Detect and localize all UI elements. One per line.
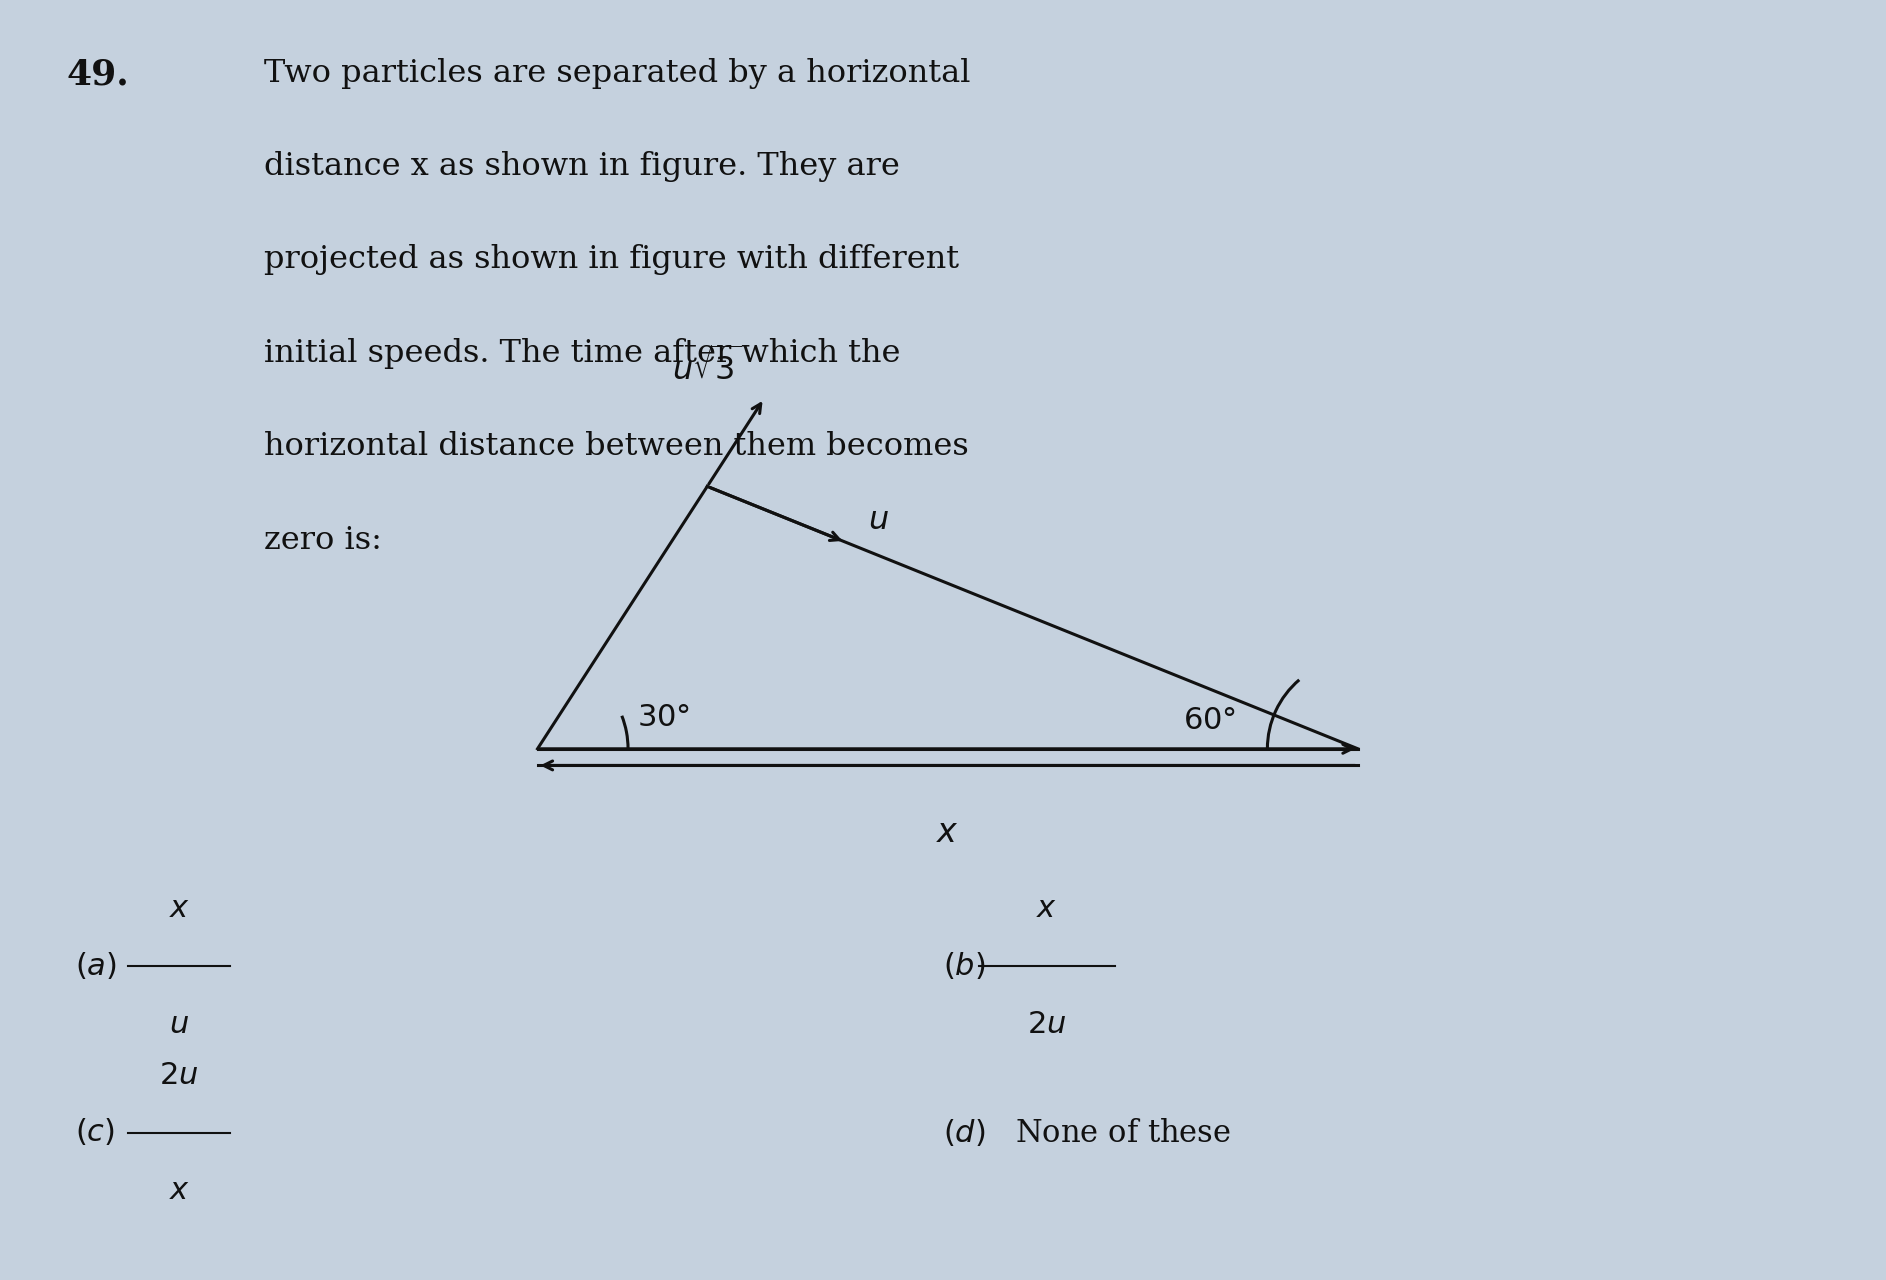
Text: $u\sqrt{3}$: $u\sqrt{3}$	[671, 348, 741, 388]
Text: zero is:: zero is:	[264, 525, 383, 556]
Text: initial speeds. The time after which the: initial speeds. The time after which the	[264, 338, 900, 369]
Text: $60°$: $60°$	[1183, 705, 1235, 736]
Text: $x$: $x$	[168, 893, 190, 924]
Text: $2u$: $2u$	[1028, 1009, 1066, 1039]
Text: projected as shown in figure with different: projected as shown in figure with differ…	[264, 244, 960, 275]
Text: $2u$: $2u$	[160, 1060, 198, 1091]
Text: horizontal distance between them becomes: horizontal distance between them becomes	[264, 431, 969, 462]
Text: Two particles are separated by a horizontal: Two particles are separated by a horizon…	[264, 58, 971, 88]
Text: $(d)$   None of these: $(d)$ None of these	[943, 1116, 1232, 1149]
Text: $x$: $x$	[1035, 893, 1058, 924]
Text: $u$: $u$	[868, 504, 888, 535]
Text: distance x as shown in figure. They are: distance x as shown in figure. They are	[264, 151, 900, 182]
Text: $x$: $x$	[935, 817, 960, 849]
Text: $(b)$: $(b)$	[943, 951, 986, 982]
Text: 49.: 49.	[66, 58, 128, 92]
Text: $30°$: $30°$	[637, 703, 690, 733]
Text: $u$: $u$	[170, 1009, 189, 1039]
Text: $x$: $x$	[168, 1175, 190, 1206]
Text: $(c)$: $(c)$	[75, 1117, 115, 1148]
Text: $(a)$: $(a)$	[75, 951, 117, 982]
